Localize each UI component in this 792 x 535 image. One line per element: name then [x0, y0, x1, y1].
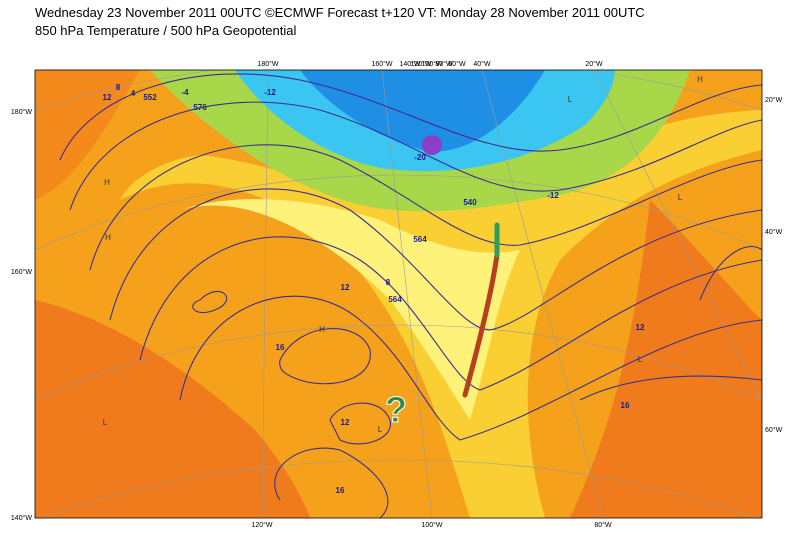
longitude-label: 60°W — [448, 60, 466, 68]
map-field — [35, 70, 762, 518]
latitude-label: 140°W — [11, 514, 32, 522]
contour-label: 576 — [193, 103, 207, 112]
pressure-center: H — [104, 178, 110, 187]
coldest-core — [422, 135, 442, 155]
longitude-label: 80°W — [594, 521, 612, 529]
warm-region — [570, 200, 762, 518]
latitude-label: 40°W — [765, 228, 783, 236]
contour-label: 12 — [636, 323, 645, 332]
pressure-center: L — [568, 95, 573, 104]
latitude-label: 20°W — [765, 96, 783, 104]
pressure-center: L — [638, 355, 643, 364]
latitude-label: 160°W — [11, 268, 32, 276]
pressure-center: H — [697, 75, 703, 84]
latitude-label: 60°W — [765, 426, 783, 434]
contour-label: 16 — [621, 401, 630, 410]
contour-label: 16 — [336, 486, 345, 495]
contour-label: 8 — [386, 278, 391, 287]
contour-label: 4 — [131, 89, 136, 98]
longitude-label: 20°W — [585, 60, 603, 68]
cold-band — [180, 199, 520, 420]
contour-label: 564 — [413, 235, 427, 244]
contour-label: 12 — [341, 283, 350, 292]
contour-label: -20 — [414, 153, 426, 162]
latitude-label: 180°W — [11, 108, 32, 116]
warm-region — [35, 70, 140, 200]
contour-label: -12 — [264, 88, 276, 97]
blue-band — [300, 70, 545, 152]
contour-label: -4 — [181, 88, 189, 97]
map-frame — [34, 69, 763, 519]
contour-label: 12 — [341, 418, 350, 427]
pressure-center: L — [103, 418, 108, 427]
contour-label: 16 — [276, 343, 285, 352]
pressure-center: H — [105, 233, 111, 242]
question-annotation: ? — [385, 389, 407, 430]
title-line: Wednesday 23 November 2011 00UTC ©ECMWF … — [35, 5, 645, 20]
longitude-label: 100°W — [421, 60, 442, 68]
contour-label: 552 — [143, 93, 157, 102]
contour-label: -12 — [547, 191, 559, 200]
contour-label: 8 — [116, 83, 121, 92]
longitude-label: 120°W — [410, 60, 431, 68]
longitude-label: 180°W — [257, 60, 278, 68]
longitude-label: 80°W — [435, 60, 453, 68]
contour-label: 540 — [463, 198, 477, 207]
longitude-label: 100°W — [421, 521, 442, 529]
trough-axis — [462, 252, 500, 398]
longitude-label: 160°W — [371, 60, 392, 68]
contour-label: 12 — [103, 93, 112, 102]
longitude-label: 140°W — [399, 60, 420, 68]
longitude-label: 120°W — [251, 521, 272, 529]
pressure-center: L — [678, 193, 683, 202]
warm-region — [35, 300, 310, 518]
longitude-label: 40°W — [473, 60, 491, 68]
geopotential-contours — [59, 73, 762, 518]
contour-label: 564 — [388, 295, 402, 304]
pressure-center: L — [378, 425, 383, 434]
subtitle-line: 850 hPa Temperature / 500 hPa Geopotenti… — [35, 23, 297, 38]
pressure-center: H — [319, 325, 325, 334]
